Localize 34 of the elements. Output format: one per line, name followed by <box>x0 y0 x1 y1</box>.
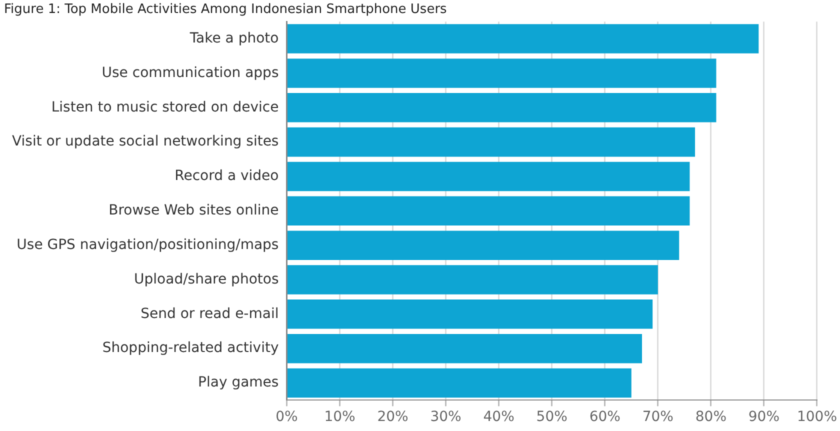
x-tick-label: 70% <box>642 409 674 426</box>
bar <box>287 58 716 88</box>
y-tick-label: Use communication apps <box>102 64 279 81</box>
y-tick-label: Use GPS navigation/positioning/maps <box>16 236 279 253</box>
bar <box>287 368 632 398</box>
bar <box>287 93 716 122</box>
x-tick-label: 90% <box>748 409 780 426</box>
x-tick-label: 10% <box>324 409 356 426</box>
y-tick-label: Upload/share photos <box>134 271 279 288</box>
bar <box>287 230 680 260</box>
bar <box>287 265 658 294</box>
chart-title: Figure 1: Top Mobile Activities Among Indonesian Smartphone Users <box>4 2 448 18</box>
y-tick-label: Browse Web sites online <box>108 202 279 219</box>
y-tick-label: Take a photo <box>188 30 279 46</box>
x-tick-label: 20% <box>377 409 408 426</box>
y-tick-label: Record a video <box>174 168 279 184</box>
x-tick-label: 30% <box>430 409 462 426</box>
y-tick-label: Listen to music stored on device <box>51 99 279 116</box>
y-tick-label: Visit or update social networking sites <box>12 134 279 150</box>
y-tick-label: Shopping-related activity <box>102 340 279 356</box>
x-tick-label: 80% <box>695 409 726 426</box>
y-tick-label: Send or read e-mail <box>140 306 279 322</box>
x-tick-label: 100% <box>796 409 838 426</box>
bar <box>287 127 696 157</box>
x-tick-label: 0% <box>276 409 298 426</box>
bar <box>287 24 759 54</box>
bar <box>287 196 690 226</box>
y-tick-label: Play games <box>198 374 279 391</box>
bar <box>287 334 642 364</box>
x-tick-label: 50% <box>536 409 568 426</box>
bar <box>287 162 690 192</box>
bar <box>287 300 653 329</box>
x-tick-label: 60% <box>589 409 620 426</box>
x-tick-label: 40% <box>483 409 514 426</box>
